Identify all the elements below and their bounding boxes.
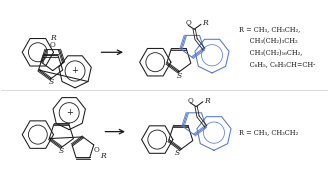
Text: S: S (177, 72, 182, 80)
Text: +: + (72, 66, 78, 75)
Text: S: S (49, 78, 54, 86)
Text: S: S (59, 147, 64, 156)
Text: R = CH₃, CH₃CH₂,
     CH₃(CH₂)₃CH₂
     CH₃(CH₂)₁₆CH₂,
     C₆H₅, C₆H₅CH=CH-: R = CH₃, CH₃CH₂, CH₃(CH₂)₃CH₂ CH₃(CH₂)₁₆… (240, 25, 316, 68)
Text: S: S (175, 149, 181, 157)
Text: O: O (187, 97, 193, 105)
Text: R: R (204, 97, 210, 105)
Text: R: R (50, 34, 56, 42)
Text: R: R (100, 152, 106, 160)
Text: O: O (93, 147, 99, 154)
Text: +: + (66, 108, 73, 117)
Text: R: R (202, 19, 208, 27)
Text: O: O (185, 19, 191, 27)
Text: O: O (50, 41, 56, 49)
Text: R = CH₃, CH₃CH₂: R = CH₃, CH₃CH₂ (240, 128, 298, 136)
